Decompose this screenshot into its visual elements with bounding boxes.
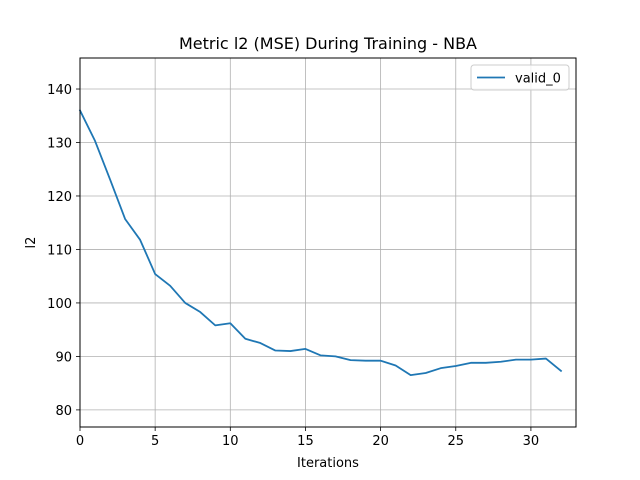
x-tick-label: 15 — [297, 434, 314, 449]
chart-title: Metric l2 (MSE) During Training - NBA — [179, 34, 477, 53]
x-tick-label: 0 — [76, 434, 84, 449]
x-tick-label: 20 — [372, 434, 389, 449]
legend: valid_0 — [470, 64, 570, 91]
x-tick-label: 10 — [222, 434, 239, 449]
y-tick-label: 90 — [55, 350, 72, 365]
y-tick-label: 80 — [55, 404, 72, 419]
y-tick-label: 100 — [47, 297, 72, 312]
x-tick-label: 5 — [151, 434, 159, 449]
y-axis-title: l2 — [24, 237, 39, 249]
x-tick-label: 30 — [523, 434, 540, 449]
grid-lines — [79, 58, 576, 427]
y-axis: 80 90 100 110 120 130 140 — [47, 83, 80, 419]
plot-frame — [79, 57, 577, 428]
x-axis: 0 5 10 15 20 25 30 — [76, 427, 539, 449]
x-axis-title: Iterations — [297, 456, 359, 471]
legend-label: valid_0 — [515, 72, 561, 87]
series-layer — [78, 109, 563, 377]
y-tick-label: 130 — [47, 136, 72, 151]
legend-box — [470, 64, 570, 91]
x-tick-label: 25 — [447, 434, 464, 449]
y-tick-label: 110 — [47, 243, 72, 258]
series-line-valid_0 — [78, 109, 563, 377]
y-tick-label: 140 — [47, 83, 72, 98]
y-tick-label: 120 — [47, 190, 72, 205]
